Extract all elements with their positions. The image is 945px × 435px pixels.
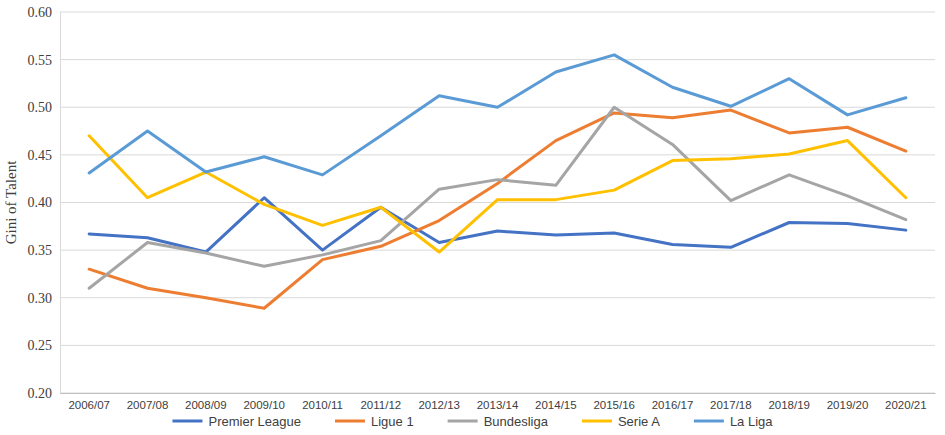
x-tick-label: 2020/21: [885, 399, 927, 411]
x-tick-label: 2012/13: [418, 399, 460, 411]
y-tick: 0.45: [28, 148, 61, 163]
y-tick-label: 0.25: [28, 338, 53, 353]
y-tick: 0.55: [28, 53, 61, 68]
series-line: [89, 107, 906, 288]
legend-label: Premier League: [208, 414, 301, 429]
y-tick-label: 0.60: [28, 5, 53, 20]
legend-swatch: [335, 420, 365, 423]
x-tick-label: 2010/11: [302, 399, 343, 411]
x-axis: 2006/07 2007/08 2008/09 2009/10 2010/11 2011/…: [61, 393, 936, 411]
x-tick-label: 2019/20: [827, 399, 869, 411]
legend-item: La Liga: [694, 414, 773, 429]
y-axis-title: Gini of Talent: [3, 160, 19, 244]
y-tick: 0.20: [28, 386, 61, 401]
x-tick-label: 2011/12: [360, 399, 401, 411]
x-tick: 2015/16: [593, 393, 635, 411]
x-tick-label: 2006/07: [68, 399, 110, 411]
x-tick: 2008/09: [185, 393, 227, 411]
x-tick: 2014/15: [535, 393, 577, 411]
y-tick: 0.60: [28, 5, 61, 20]
y-axis: 0.20 0.25 0.30 0.35 0.40 0.45 0.50 0.55 0.60: [28, 5, 61, 401]
y-tick-label: 0.50: [28, 100, 53, 115]
x-tick-label: 2009/10: [243, 399, 285, 411]
x-tick: 2016/17: [652, 393, 694, 411]
y-tick: 0.40: [28, 195, 61, 210]
grid-line: [60, 202, 935, 203]
x-tick: 2006/07: [68, 393, 110, 411]
legend-item: Ligue 1: [335, 414, 414, 429]
x-tick-label: 2014/15: [535, 399, 577, 411]
grid-line: [60, 59, 935, 60]
legend-swatch: [694, 420, 724, 423]
y-tick: 0.30: [28, 291, 61, 306]
x-tick: 2007/08: [127, 393, 169, 411]
grid-line: [60, 297, 935, 298]
x-tick: 2012/13: [418, 393, 460, 411]
legend-label: Ligue 1: [371, 414, 414, 429]
series-line: [89, 136, 906, 252]
legend-item: Premier League: [172, 414, 301, 429]
legend-item: Serie A: [582, 414, 660, 429]
x-tick: 2009/10: [243, 393, 285, 411]
x-tick-label: 2013/14: [477, 399, 519, 411]
legend-swatch: [582, 420, 612, 423]
grid-line: [60, 393, 935, 394]
y-tick: 0.50: [28, 100, 61, 115]
x-tick: 2019/20: [827, 393, 869, 411]
legend-swatch: [172, 420, 202, 423]
y-tick: 0.35: [28, 243, 61, 258]
x-tick: 2013/14: [477, 393, 519, 411]
legend: Premier League Ligue 1 Bundesliga Serie A La…: [172, 414, 773, 429]
lines: [89, 55, 906, 308]
y-tick-label: 0.20: [28, 386, 53, 401]
chart: 0.20 0.25 0.30 0.35 0.40 0.45 0.50 0.55 0.60 2006…: [0, 0, 945, 435]
y-tick-label: 0.45: [28, 148, 53, 163]
grid-line: [60, 12, 935, 13]
legend-label: Serie A: [618, 414, 660, 429]
x-tick: 2018/19: [768, 393, 810, 411]
legend-label: Bundesliga: [484, 414, 549, 429]
y-tick-label: 0.35: [28, 243, 53, 258]
x-tick-label: 2017/18: [710, 399, 752, 411]
grid: [60, 12, 935, 393]
legend-label: La Liga: [730, 414, 773, 429]
y-tick: 0.25: [28, 338, 61, 353]
x-tick-label: 2018/19: [768, 399, 810, 411]
y-tick-label: 0.30: [28, 291, 53, 306]
grid-line: [60, 345, 935, 346]
x-tick-label: 2007/08: [127, 399, 169, 411]
x-tick: 2017/18: [710, 393, 752, 411]
grid-line: [60, 154, 935, 155]
y-tick-label: 0.55: [28, 53, 53, 68]
x-tick-label: 2016/17: [652, 399, 694, 411]
legend-item: Bundesliga: [448, 414, 549, 429]
x-tick: 2010/11: [302, 393, 343, 411]
series-line: [89, 110, 906, 308]
y-tick-label: 0.40: [28, 195, 53, 210]
x-axis-line: [61, 393, 936, 394]
x-tick: 2011/12: [360, 393, 401, 411]
legend-swatch: [448, 420, 478, 423]
series-line: [89, 198, 906, 252]
x-tick-label: 2015/16: [593, 399, 635, 411]
y-axis-line: [60, 13, 61, 394]
x-tick-label: 2008/09: [185, 399, 227, 411]
series-line: [89, 55, 906, 175]
x-tick: 2020/21: [885, 393, 927, 411]
